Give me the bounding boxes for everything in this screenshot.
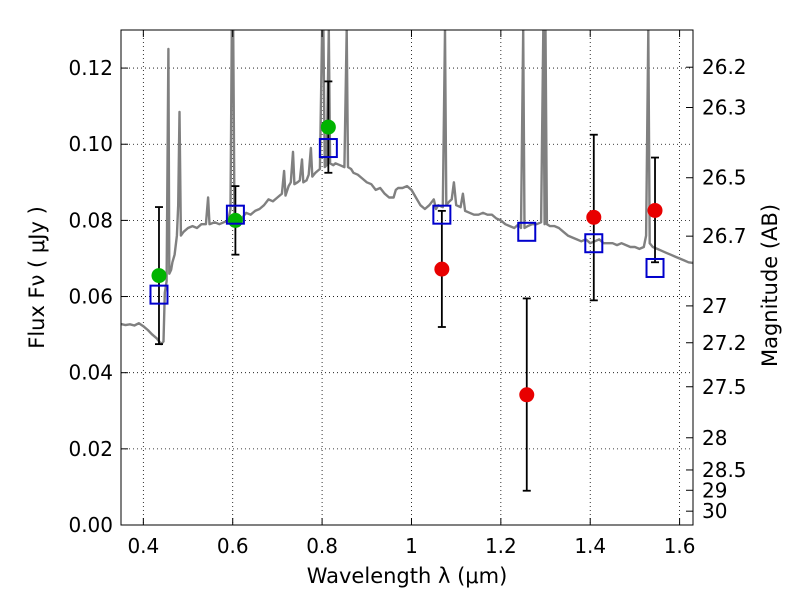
- blue-square-point: [432, 204, 452, 225]
- y-tick-label: 0.04: [68, 361, 113, 385]
- y-tick-label: 0.00: [68, 513, 113, 537]
- x-tick-label: 1.2: [485, 534, 517, 558]
- x-tick-label: 1: [405, 534, 418, 558]
- x-tick-label: 0.8: [306, 534, 338, 558]
- red-circle-point: [586, 209, 602, 225]
- y-tick-label: 0.02: [68, 437, 113, 461]
- blue-square-point: [517, 221, 537, 242]
- red-circle-point: [519, 387, 535, 403]
- green-circle-point: [151, 268, 167, 284]
- y2-tick-label: 26.3: [702, 95, 747, 119]
- model-spectrum-layer: [121, 30, 693, 346]
- y-tick-label: 0.12: [68, 56, 113, 80]
- x-tick-label: 1.4: [574, 534, 606, 558]
- y2-tick-label: 26.5: [702, 166, 747, 190]
- y2-tick-label: 27.5: [702, 375, 747, 399]
- y2-tick-label: 29: [702, 478, 727, 502]
- plot-frame: [120, 29, 694, 526]
- y2-axis-label: Magnitude (AB): [758, 204, 782, 367]
- blue-square-point: [645, 257, 665, 278]
- x-tick-label: 0.4: [127, 534, 159, 558]
- blue-square-point: [149, 284, 169, 305]
- y2-tick-label: 26.2: [702, 55, 747, 79]
- green-circle-point: [320, 119, 336, 135]
- model-spectrum-line: [121, 30, 693, 346]
- y-tick-label: 0.10: [68, 132, 113, 156]
- y2-tick-label: 26.7: [702, 224, 747, 248]
- x-axis-label: Wavelength λ (μm): [307, 564, 508, 588]
- ticks-layer: 0.4 0.6 0.8 1 1.2 1.4 1.6 0.00 0.02 0.04 0.06 0.08 0…: [68, 30, 747, 558]
- y-tick-label: 0.06: [68, 285, 113, 309]
- y2-tick-label: 28: [702, 426, 727, 450]
- grid-lines: [121, 30, 693, 526]
- x-tick-label: 1.6: [664, 534, 696, 558]
- markers-layer: [149, 119, 665, 403]
- blue-square-point: [225, 204, 245, 225]
- blue-square-point: [584, 233, 604, 254]
- y-tick-label: 0.08: [68, 208, 113, 232]
- green-circle-point: [227, 212, 243, 228]
- blue-square-point: [318, 138, 338, 159]
- red-circle-point: [434, 261, 450, 277]
- x-tick-label: 0.6: [217, 534, 249, 558]
- y2-tick-label: 28.5: [702, 458, 747, 482]
- y2-tick-label: 27: [702, 294, 727, 318]
- y-axis-label: Flux Fν ( μJy ): [25, 206, 49, 349]
- y2-tick-label: 27.2: [702, 331, 747, 355]
- y2-tick-label: 30: [702, 499, 727, 523]
- red-circle-point: [647, 202, 663, 218]
